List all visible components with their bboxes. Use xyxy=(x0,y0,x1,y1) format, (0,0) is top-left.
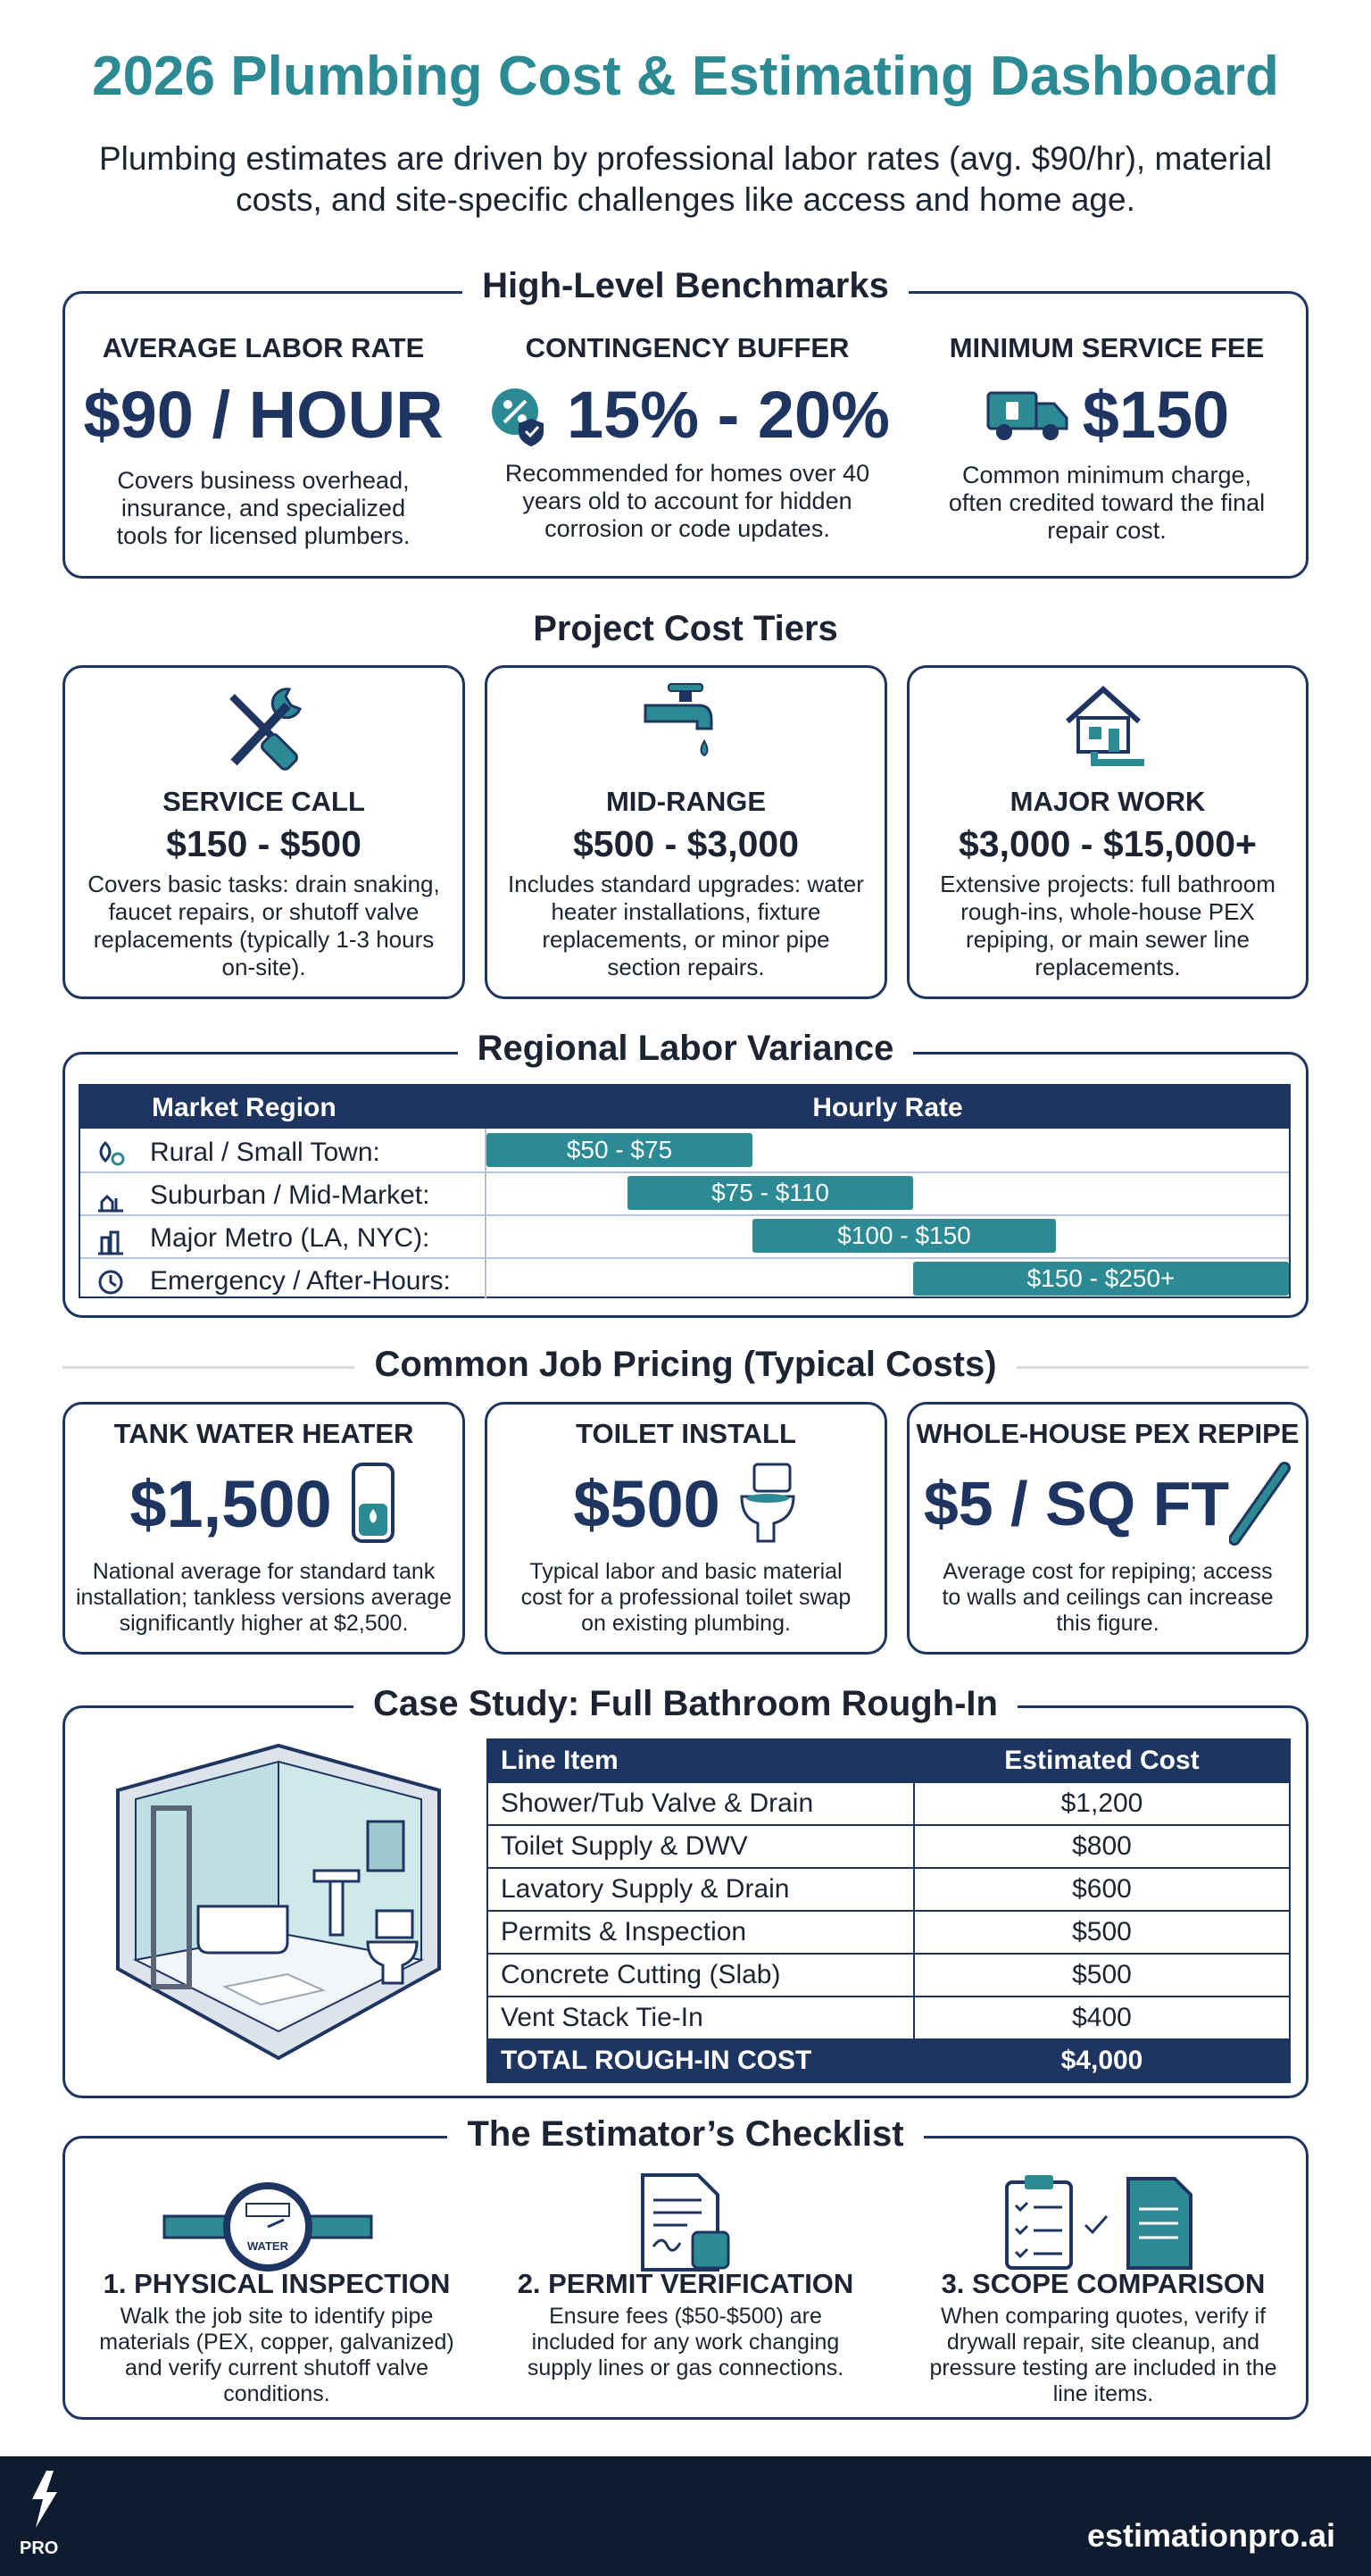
card-label: CONTINGENCY BUFFER xyxy=(525,332,850,363)
text: Regional Labor Variance xyxy=(457,1029,914,1068)
rate-bar: $75 - $110 xyxy=(627,1176,913,1210)
logo-text: PRO xyxy=(20,2538,59,2558)
faucet-icon xyxy=(644,683,713,757)
job-box xyxy=(485,1402,887,1655)
cost: $800 xyxy=(913,1824,1291,1869)
line-item: Shower/Tub Valve & Drain xyxy=(486,1781,915,1826)
job-label: TANK WATER HEATER xyxy=(113,1418,414,1449)
brand: estimationpro.ai xyxy=(1086,2517,1335,2554)
tier-box xyxy=(62,665,465,999)
line-item: Permits & Inspection xyxy=(486,1910,915,1955)
card-text: Recommended for homes over 40 years old … xyxy=(504,460,870,542)
card-label: MINIMUM SERVICE FEE xyxy=(949,332,1265,363)
cost: $400 xyxy=(913,1996,1291,2040)
tier-label: MAJOR WORK xyxy=(1010,786,1206,817)
tier-range: $150 - $500 xyxy=(166,823,361,864)
section-heading: Project Cost Tiers xyxy=(0,609,1371,649)
permit-icon xyxy=(641,2173,730,2272)
truck-icon xyxy=(986,391,1068,440)
job-label: WHOLE-HOUSE PEX REPIPE xyxy=(916,1418,1300,1449)
text: The Estimator’s Checklist xyxy=(447,2114,924,2154)
footer: PRO estimationpro.ai xyxy=(0,2456,1371,2576)
job-text: Average cost for repiping; access to wal… xyxy=(942,1559,1274,1636)
job-text: National average for standard tank insta… xyxy=(75,1559,453,1636)
section-heading: Common Job Pricing (Typical Costs) xyxy=(0,1345,1371,1385)
column-header: Market Region xyxy=(152,1093,337,1122)
cost: $500 xyxy=(913,1910,1291,1955)
tier-text: Covers basic tasks: drain snaking, fauce… xyxy=(87,871,440,980)
text: Common Job Pricing (Typical Costs) xyxy=(354,1345,1017,1384)
title: 2026 Plumbing Cost & Estimating Dashboar… xyxy=(92,46,1279,107)
line-item: Concrete Cutting (Slab) xyxy=(486,1953,915,1997)
badge-icon xyxy=(492,388,544,446)
check-title: 3. SCOPE COMPARISON xyxy=(941,2268,1266,2299)
job-text: Typical labor and basic material cost fo… xyxy=(520,1559,852,1636)
cost: $1,200 xyxy=(913,1781,1291,1826)
check-title: 1. PHYSICAL INSPECTION xyxy=(103,2268,451,2299)
rate-bar: $150 - $250+ xyxy=(913,1262,1289,1296)
card-text: Covers business overhead, insurance, and… xyxy=(116,467,411,549)
line-item: Toilet Supply & DWV xyxy=(486,1824,915,1869)
job-label: TOILET INSTALL xyxy=(576,1418,796,1449)
column-header: Hourly Rate xyxy=(812,1093,963,1122)
tier-range: $500 - $3,000 xyxy=(572,823,800,864)
job-value: $500 xyxy=(573,1466,720,1541)
card-text: Common minimum charge, often credited to… xyxy=(948,462,1266,544)
logo-icon xyxy=(32,2471,57,2528)
row-icons xyxy=(98,1140,125,1295)
card-value: 15% - 20% xyxy=(567,378,890,452)
tier-box xyxy=(485,665,887,999)
tier-label: MID-RANGE xyxy=(605,786,767,817)
check-title: 2. PERMIT VERIFICATION xyxy=(517,2268,854,2299)
meter-label: WATER xyxy=(247,2239,289,2253)
total-cost: $4,000 xyxy=(913,2038,1291,2083)
section-heading: Case Study: Full Bathroom Rough-In xyxy=(0,1684,1371,1724)
job-box xyxy=(62,1402,465,1655)
house-icon xyxy=(1065,685,1144,766)
tier-label: SERVICE CALL xyxy=(162,786,365,817)
job-value: $1,500 xyxy=(129,1466,332,1541)
cost: $500 xyxy=(913,1953,1291,1997)
tools-icon xyxy=(229,688,302,771)
tier-text: Includes standard upgrades: water heater… xyxy=(508,871,864,980)
text: Case Study: Full Bathroom Rough-In xyxy=(353,1684,1018,1723)
job-value: $5 / SQ FT xyxy=(923,1469,1230,1538)
region: Emergency / After-Hours: xyxy=(150,1266,451,1296)
text: High-Level Benchmarks xyxy=(462,266,909,305)
card-label: AVERAGE LABOR RATE xyxy=(102,332,425,363)
case-table: Line Item Estimated Cost Shower/Tub Valve… xyxy=(486,1738,1291,2083)
rate-bar: $100 - $150 xyxy=(752,1219,1056,1253)
check-text: When comparing quotes, verify if drywall… xyxy=(929,2304,1277,2406)
check-text: Ensure fees ($50-$500) are included for … xyxy=(527,2304,844,2380)
tier-text: Extensive projects: full bathroom rough-… xyxy=(940,871,1275,980)
text: Project Cost Tiers xyxy=(513,609,858,648)
benchmarks-box xyxy=(62,291,1309,579)
bathroom-illustration xyxy=(116,1743,441,2061)
line-item: Vent Stack Tie-In xyxy=(486,1996,915,2040)
toilet-icon xyxy=(740,1463,795,1543)
pipe-icon xyxy=(1229,1462,1292,1546)
rate-bar: $50 - $75 xyxy=(486,1133,752,1167)
check-text: Walk the job site to identify pipe mater… xyxy=(99,2304,454,2406)
compare-icon xyxy=(1005,2175,1192,2270)
region: Suburban / Mid-Market: xyxy=(150,1180,430,1210)
total-label: TOTAL ROUGH-IN COST xyxy=(486,2038,915,2083)
subtitle: Plumbing estimates are driven by profess… xyxy=(98,140,1273,218)
section-heading: Regional Labor Variance xyxy=(0,1029,1371,1069)
column-header: Estimated Cost xyxy=(913,1738,1291,1783)
meter-icon: WATER xyxy=(162,2182,373,2272)
regional-table: Market Region Hourly Rate Rural / Small … xyxy=(79,1084,1291,1298)
column-header: Line Item xyxy=(486,1738,915,1783)
region: Major Metro (LA, NYC): xyxy=(150,1223,430,1253)
section-heading: The Estimator’s Checklist xyxy=(0,2114,1371,2155)
card-value: $150 xyxy=(1082,378,1230,452)
heater-icon xyxy=(351,1463,395,1543)
cost: $600 xyxy=(913,1867,1291,1912)
section-heading: High-Level Benchmarks xyxy=(0,266,1371,306)
tier-range: $3,000 - $15,000+ xyxy=(959,823,1257,864)
region: Rural / Small Town: xyxy=(150,1138,380,1167)
line-item: Lavatory Supply & Drain xyxy=(486,1867,915,1912)
card-value: $90 / HOUR xyxy=(83,378,444,452)
